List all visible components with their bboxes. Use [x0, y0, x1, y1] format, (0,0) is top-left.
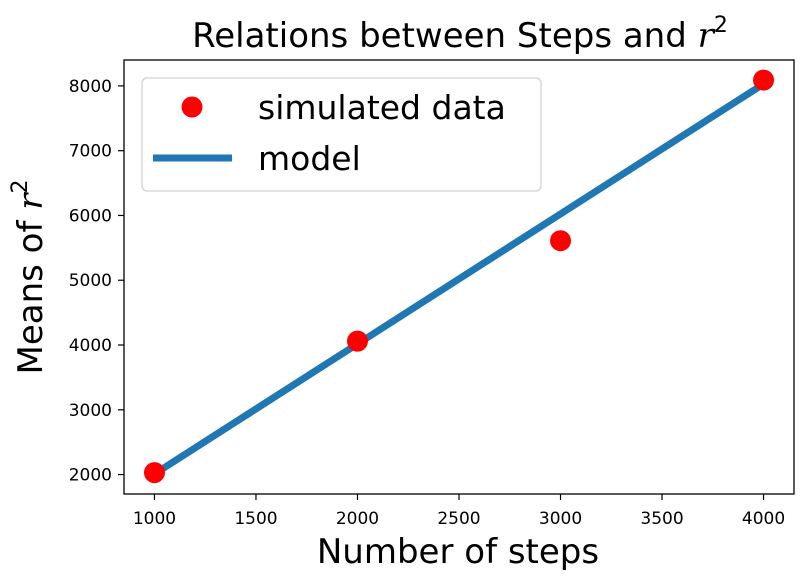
x-tick-label: 2500 — [437, 509, 480, 529]
y-axis-label-variable: r — [11, 192, 51, 210]
chart-title-variable: r — [698, 16, 716, 56]
legend-marker-simulated-data — [181, 96, 203, 118]
chart-title-text: Relations between Steps and — [192, 16, 697, 56]
legend-box — [141, 77, 542, 192]
x-tick-label: 3500 — [640, 509, 683, 529]
series-line-model — [152, 81, 766, 477]
y-tick-label: 8000 — [69, 77, 112, 97]
legend: simulated data model — [141, 77, 542, 192]
data-point — [143, 462, 165, 484]
x-axis-label: Number of steps — [317, 532, 599, 572]
y-axis-label-text: Means of — [11, 210, 51, 375]
x-tick-label: 4000 — [742, 509, 785, 529]
y-tick-label: 4000 — [69, 336, 112, 356]
x-tick-label: 1500 — [234, 509, 277, 529]
y-tick-label: 6000 — [69, 206, 112, 226]
series-layer — [143, 69, 775, 484]
y-tick-label: 2000 — [69, 466, 112, 486]
chart-title: Relations between Steps and r2 — [192, 13, 728, 56]
legend-label-model: model — [258, 139, 361, 178]
y-tick-label: 5000 — [69, 271, 112, 291]
data-point — [550, 230, 572, 252]
y-axis-label: Means of r2 — [8, 179, 51, 374]
x-tick-label: 1000 — [133, 509, 176, 529]
y-axis-ticks: 2000 3000 4000 5000 6000 7000 8000 — [69, 77, 124, 486]
chart-title-exponent: 2 — [714, 13, 728, 38]
x-tick-label: 3000 — [539, 509, 582, 529]
data-point — [753, 69, 775, 91]
legend-label-simulated-data: simulated data — [258, 88, 506, 127]
y-tick-label: 3000 — [69, 401, 112, 421]
x-tick-label: 2000 — [336, 509, 379, 529]
data-point — [346, 330, 368, 352]
y-tick-label: 7000 — [69, 142, 112, 162]
y-axis-label-exponent: 2 — [8, 179, 33, 193]
x-axis-ticks: 1000 1500 2000 2500 3000 3500 4000 — [133, 494, 785, 529]
